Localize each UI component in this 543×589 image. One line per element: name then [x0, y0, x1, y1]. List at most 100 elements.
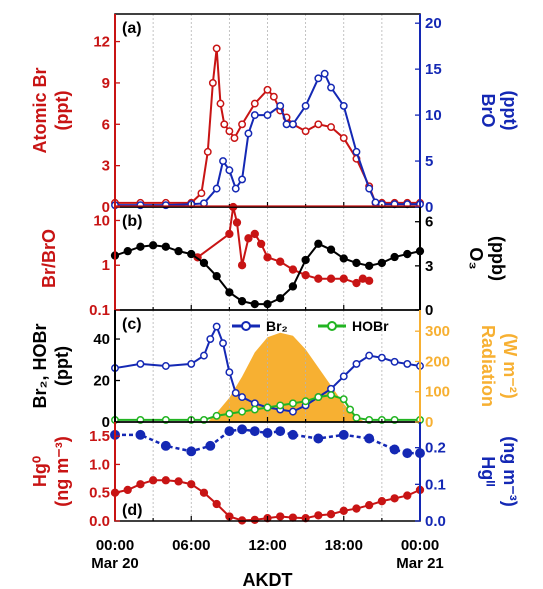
line-bro: [115, 72, 420, 207]
point-atomic-br: [250, 99, 259, 108]
point-br-bro: [232, 218, 242, 227]
point-atomic-br: [230, 134, 239, 143]
right-axis-label-b: O₃: [466, 247, 486, 269]
point-bro: [219, 157, 227, 165]
point-br-: [219, 339, 227, 348]
legend-marker: [241, 321, 251, 331]
point-atomic-br: [301, 127, 310, 136]
point-hgii: [313, 433, 324, 444]
point-hg0: [136, 480, 145, 489]
point-hgii: [205, 440, 216, 451]
point-atomic-br: [238, 120, 247, 129]
point-br-bro: [339, 274, 348, 283]
point-o3: [339, 254, 348, 263]
point-hg0: [199, 488, 209, 497]
point-o3: [212, 272, 221, 281]
point-atomic-br: [203, 147, 212, 156]
left-tick-label-b: 10: [93, 212, 110, 229]
point-br-bro: [256, 239, 266, 249]
point-hobr: [276, 401, 285, 410]
point-bro: [301, 101, 310, 110]
point-hg0: [365, 501, 374, 510]
point-hg0: [390, 494, 399, 503]
point-atomic-br: [269, 92, 278, 101]
point-o3: [237, 297, 247, 306]
point-hgii: [135, 429, 146, 440]
point-hg0: [326, 510, 336, 519]
left-tick-label-c: 40: [93, 331, 110, 348]
point-o3: [314, 239, 323, 248]
x-tick-date: Mar 21: [396, 555, 444, 572]
right-axis-label-a: (ppt): [500, 91, 520, 131]
panel-tag-a: (a): [122, 20, 142, 37]
point-br-: [231, 389, 240, 397]
left-tick-label-a: 9: [102, 75, 110, 92]
point-hobr: [238, 407, 247, 416]
point-br-: [136, 359, 145, 368]
axes-layer: [114, 13, 421, 522]
point-hgii: [249, 426, 260, 437]
point-hg0: [148, 476, 158, 485]
point-hg0: [250, 515, 259, 525]
left-tick-label-d: 0.5: [89, 485, 110, 502]
point-hgii: [389, 444, 400, 455]
point-o3: [377, 258, 387, 268]
point-hgii: [262, 428, 273, 438]
point-hobr: [327, 391, 335, 399]
right-tick-label-b: 3: [425, 258, 433, 275]
line-hobr: [115, 394, 420, 421]
panel-tag-c: (c): [122, 316, 142, 333]
point-atomic-br: [216, 99, 225, 108]
point-br-bro: [288, 265, 298, 274]
left-tick-label-d: 1.0: [89, 456, 110, 473]
point-br-: [377, 353, 386, 362]
point-br-bro: [225, 229, 234, 239]
point-hg0: [174, 477, 183, 486]
right-axis-label-b: (ppb): [488, 236, 508, 281]
panel-tag-d: (d): [122, 502, 142, 519]
point-br-: [403, 359, 412, 368]
left-tick-label-d: 1.5: [89, 428, 110, 445]
point-br-: [365, 351, 374, 360]
point-bro: [282, 120, 291, 129]
left-tick-label-d: 0.0: [89, 513, 110, 530]
left-axis-label-a: Atomic Br: [30, 67, 50, 153]
point-atomic-br: [225, 127, 234, 136]
point-hobr: [352, 413, 361, 422]
right-axis-label-d: Hgᴵᴵ: [478, 456, 498, 487]
point-br-bro: [244, 234, 253, 243]
point-hg0: [377, 497, 387, 506]
point-hg0: [187, 480, 196, 489]
point-bro: [263, 111, 272, 120]
x-tick-label: 00:00: [401, 537, 439, 554]
x-tick-label: 00:00: [96, 537, 134, 554]
panel-tag-b: (b): [122, 213, 142, 230]
point-hgii: [287, 429, 298, 440]
right-axis-label-c: Radiation: [478, 325, 498, 407]
point-br-: [390, 357, 399, 366]
point-o3: [161, 242, 170, 251]
point-bro: [244, 129, 253, 138]
point-hobr: [301, 397, 310, 406]
point-br-: [161, 362, 170, 370]
legend-label: HOBr: [352, 318, 389, 334]
point-br-: [206, 335, 215, 343]
point-br-: [288, 407, 297, 416]
point-br-: [212, 322, 221, 331]
left-tick-label-a: 12: [93, 34, 110, 51]
point-bro: [327, 83, 335, 92]
point-bro: [339, 101, 348, 110]
point-br-bro: [365, 276, 374, 285]
left-tick-label-c: 20: [93, 373, 110, 390]
point-hg0: [212, 499, 221, 509]
point-hobr: [250, 405, 259, 414]
point-br-bro: [250, 229, 259, 239]
right-tick-label-a: 5: [425, 153, 433, 170]
x-tick-date: Mar 20: [91, 555, 139, 572]
point-o3: [326, 245, 336, 254]
left-axis-label-d: Hg⁰: [30, 456, 50, 487]
point-o3: [174, 246, 183, 256]
right-axis-label-c: (W m⁻²): [500, 333, 520, 398]
